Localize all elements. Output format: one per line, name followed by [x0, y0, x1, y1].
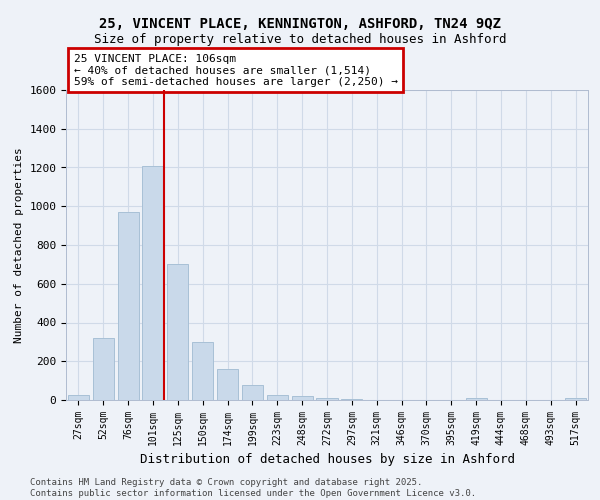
Bar: [68, 395, 89, 400]
Bar: [217, 369, 238, 400]
Bar: [118, 212, 139, 400]
Bar: [192, 342, 213, 400]
Bar: [267, 395, 288, 400]
Bar: [167, 264, 188, 400]
Text: Contains HM Land Registry data © Crown copyright and database right 2025.
Contai: Contains HM Land Registry data © Crown c…: [30, 478, 476, 498]
Bar: [242, 386, 263, 400]
Bar: [142, 166, 164, 400]
Text: Size of property relative to detached houses in Ashford: Size of property relative to detached ho…: [94, 32, 506, 46]
Bar: [93, 338, 114, 400]
X-axis label: Distribution of detached houses by size in Ashford: Distribution of detached houses by size …: [139, 454, 515, 466]
Text: 25, VINCENT PLACE, KENNINGTON, ASHFORD, TN24 9QZ: 25, VINCENT PLACE, KENNINGTON, ASHFORD, …: [99, 18, 501, 32]
Bar: [466, 398, 487, 400]
Bar: [341, 399, 362, 400]
Bar: [316, 398, 338, 400]
Bar: [292, 396, 313, 400]
Y-axis label: Number of detached properties: Number of detached properties: [14, 147, 24, 343]
Bar: [565, 398, 586, 400]
Text: 25 VINCENT PLACE: 106sqm
← 40% of detached houses are smaller (1,514)
59% of sem: 25 VINCENT PLACE: 106sqm ← 40% of detach…: [74, 54, 398, 87]
